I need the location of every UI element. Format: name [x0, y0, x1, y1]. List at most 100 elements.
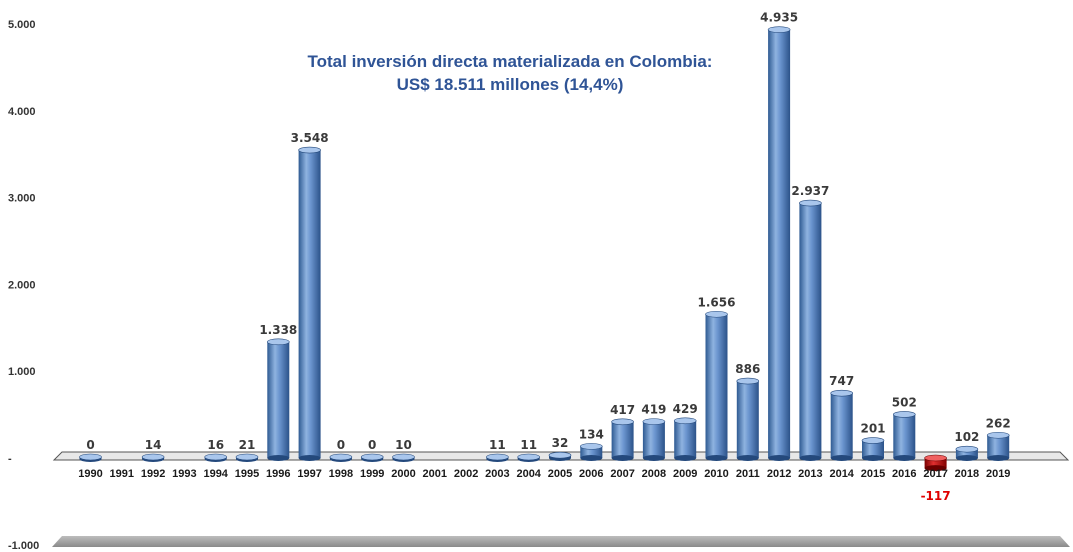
bar — [235, 453, 259, 462]
data-label: 21 — [239, 438, 256, 452]
bar-cap — [799, 199, 822, 207]
bar-cap — [79, 453, 102, 461]
bar-body — [674, 420, 697, 458]
bar — [861, 437, 885, 461]
bar-cap — [360, 453, 384, 461]
bar-cap — [892, 411, 916, 418]
bar-cap — [955, 445, 979, 453]
bar-base — [642, 455, 665, 461]
bar — [204, 453, 227, 462]
bar-cap — [486, 453, 509, 461]
bar-body — [580, 446, 603, 458]
x-tick-label: 1993 — [172, 468, 196, 480]
bar-cap — [298, 146, 321, 154]
bar-base — [768, 455, 791, 461]
bar-cap — [642, 418, 666, 425]
x-tick-label: 2003 — [485, 468, 509, 480]
data-label: 32 — [552, 436, 569, 450]
bar-cap — [830, 389, 854, 397]
y-tick-label: 2.000 — [8, 279, 36, 291]
bar — [955, 445, 979, 461]
bar-body — [611, 421, 634, 458]
bar — [611, 418, 634, 461]
data-label: 429 — [673, 402, 698, 416]
y-tick-label: - — [8, 453, 12, 465]
bar-cap — [705, 310, 728, 318]
data-label: 417 — [610, 403, 635, 417]
y-tick-label: 5.000 — [8, 19, 36, 31]
bar — [141, 453, 165, 462]
bar — [486, 453, 509, 462]
x-tick-label: 1994 — [203, 468, 228, 480]
bar-body — [987, 435, 1010, 458]
bar-body — [924, 458, 947, 469]
bar-body — [955, 449, 978, 458]
bar-body — [298, 150, 321, 458]
bar-cap — [924, 454, 947, 462]
data-label: 1.338 — [259, 323, 297, 337]
data-label: 11 — [520, 438, 537, 452]
bar-body — [830, 393, 853, 458]
bar-base — [987, 455, 1010, 461]
x-tick-label: 2014 — [829, 468, 854, 480]
data-label: 0 — [337, 438, 345, 452]
x-tick-label: 2001 — [423, 468, 447, 480]
x-tick-label: 2006 — [579, 468, 603, 480]
x-tick-label: 2004 — [516, 468, 541, 480]
x-tick-label: 1991 — [110, 468, 134, 480]
bar-base — [705, 455, 728, 461]
bar-cap — [266, 338, 290, 346]
bar-base — [799, 455, 822, 461]
bar — [705, 310, 728, 461]
x-tick-label: 2009 — [673, 468, 697, 480]
bar-base — [267, 455, 290, 461]
data-label: 4.935 — [760, 11, 798, 25]
bar — [830, 389, 854, 461]
bar-cap — [673, 417, 697, 425]
data-label: 10 — [395, 438, 412, 452]
bar-base — [674, 455, 697, 461]
x-tick-label: 2017 — [923, 468, 947, 480]
x-tick-label: 1996 — [266, 468, 290, 480]
y-tick-label: 4.000 — [8, 106, 36, 118]
bar — [799, 199, 822, 461]
bar-cap — [329, 453, 353, 461]
bar-body — [799, 203, 822, 458]
bar-cap — [392, 453, 415, 461]
y-tick-label: 3.000 — [8, 193, 36, 205]
bar-base — [924, 465, 947, 472]
chart-title: Total inversión directa materializada en… — [308, 52, 713, 71]
x-tick-label: 2012 — [767, 468, 791, 480]
x-tick-label: 2008 — [642, 468, 666, 480]
bar — [79, 453, 102, 462]
bar — [892, 411, 916, 461]
x-tick-label: 2005 — [548, 468, 572, 480]
bar — [298, 146, 321, 461]
bar — [673, 417, 697, 461]
bar — [579, 443, 603, 461]
bar-cap — [579, 443, 603, 450]
bar — [329, 453, 353, 462]
bar-cap — [986, 431, 1010, 439]
x-tick-label: 1997 — [297, 468, 321, 480]
bar-cap — [611, 418, 634, 426]
bar-base — [580, 455, 603, 461]
bar — [517, 453, 541, 462]
data-label: 262 — [986, 416, 1011, 430]
bar — [736, 377, 760, 461]
bar-base — [736, 455, 759, 461]
x-tick-label: 2010 — [704, 468, 728, 480]
bar-body — [736, 381, 759, 458]
bar — [548, 451, 572, 461]
bar-cap — [861, 437, 885, 444]
x-tick-label: 1999 — [360, 468, 384, 480]
bar-base — [862, 455, 884, 461]
data-label: 886 — [735, 362, 760, 376]
bar-body — [768, 29, 791, 459]
x-tick-label: 2019 — [986, 468, 1010, 480]
data-label: 502 — [892, 395, 917, 409]
bar-cap — [517, 453, 541, 461]
x-tick-label: 1995 — [235, 468, 259, 480]
data-label: 16 — [207, 438, 224, 452]
